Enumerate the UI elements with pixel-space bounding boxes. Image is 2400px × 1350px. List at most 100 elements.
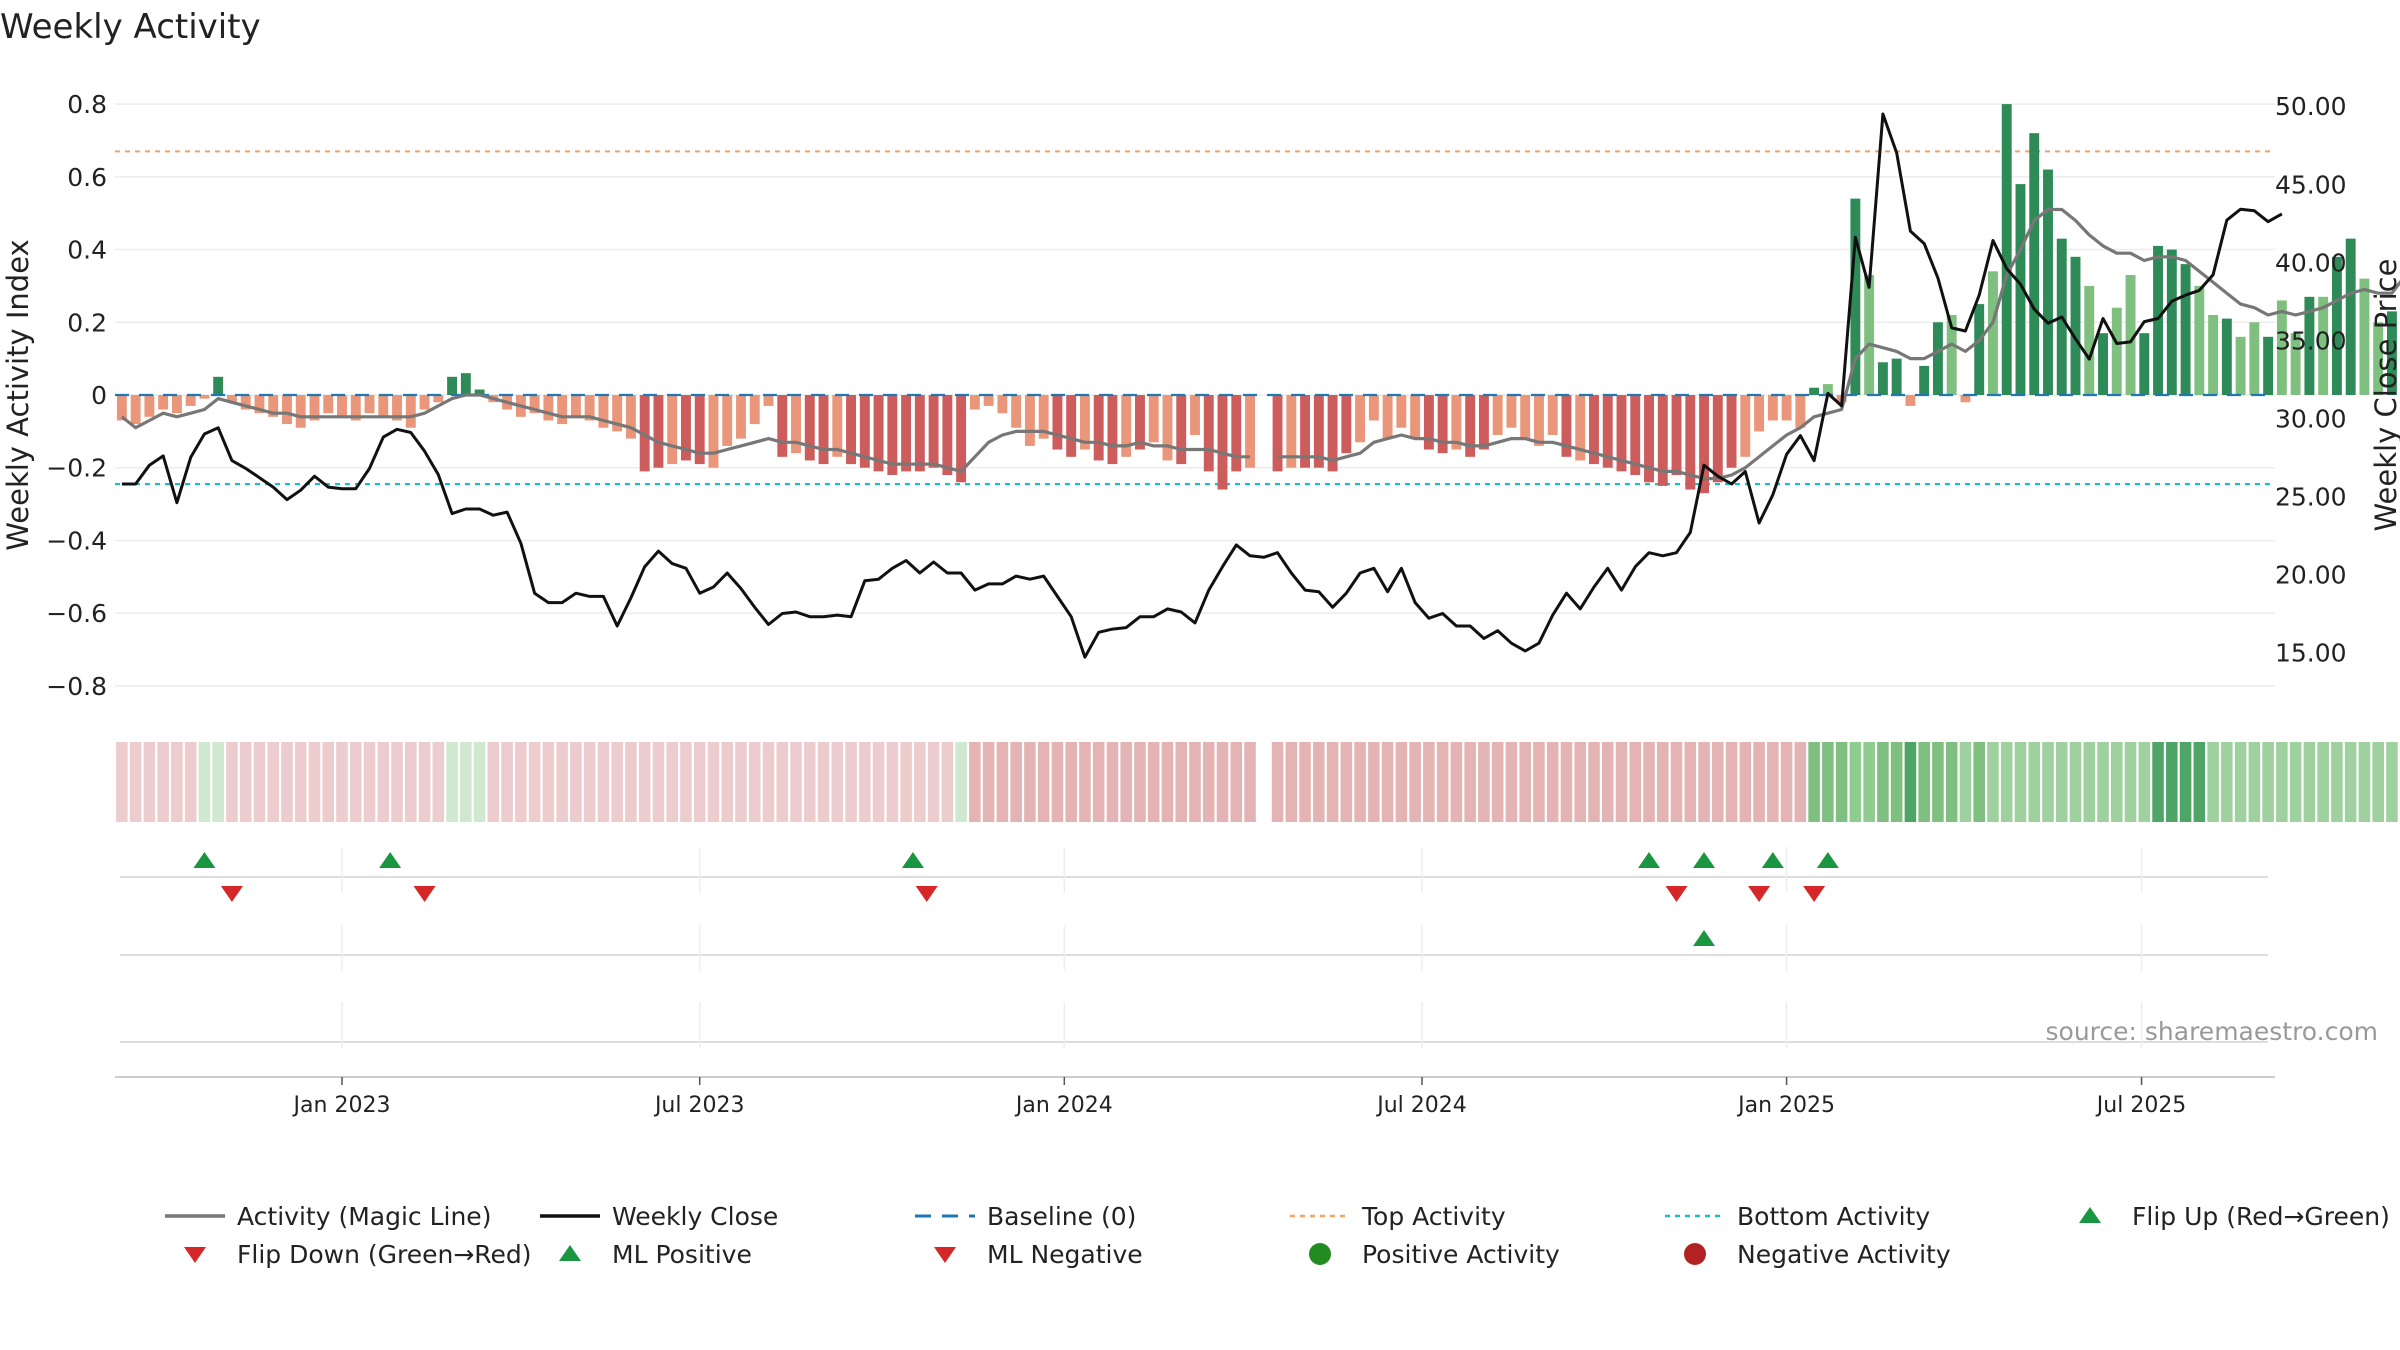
state-cell <box>1230 742 1243 822</box>
state-cell <box>556 742 568 822</box>
state-cell <box>1849 742 1862 822</box>
activity-bar <box>2290 333 2301 395</box>
state-cell <box>1065 742 1077 822</box>
state-cell <box>2000 742 2013 822</box>
activity-bar <box>1891 358 1902 395</box>
activity-bar <box>1245 395 1255 468</box>
state-cell <box>267 742 279 822</box>
state-cell <box>515 742 527 822</box>
activity-bar <box>1864 275 1875 395</box>
state-cell <box>2166 742 2178 822</box>
state-cell <box>2111 742 2123 822</box>
state-cell <box>1932 742 1944 822</box>
activity-bar <box>433 395 444 403</box>
state-cell <box>1491 742 1504 822</box>
activity-bar <box>1657 395 1668 486</box>
activity-bar <box>1107 395 1118 465</box>
state-cell <box>1739 742 1752 822</box>
activity-bar <box>130 395 141 425</box>
state-cell <box>1519 742 1531 822</box>
legend-label: ML Positive <box>612 1240 752 1269</box>
state-cell <box>1092 742 1105 822</box>
state-cell <box>377 742 390 822</box>
activity-bar <box>818 395 829 465</box>
state-cell <box>845 742 857 822</box>
activity-bar <box>1176 395 1187 465</box>
state-cell <box>2069 742 2082 822</box>
legend-swatch <box>2079 1207 2101 1223</box>
activity-bar <box>1024 395 1035 446</box>
activity-bar <box>1396 395 1407 428</box>
activity-bar <box>1547 395 1558 435</box>
activity-bar <box>254 395 265 414</box>
right-tick-label: 45.00 <box>2275 170 2347 199</box>
activity-bar <box>1630 395 1641 475</box>
activity-bar <box>1877 362 1888 395</box>
state-cell <box>1533 742 1545 822</box>
activity-bar <box>364 395 375 414</box>
activity-bar <box>1341 395 1352 454</box>
state-cell <box>432 742 445 822</box>
activity-bar <box>1355 395 1366 443</box>
activity-bar <box>1767 395 1778 421</box>
activity-bar <box>1602 395 1613 468</box>
state-cell <box>900 742 912 822</box>
state-cell <box>1877 742 1889 822</box>
state-cell <box>446 742 458 822</box>
chart-title: Weekly Activity <box>0 7 261 47</box>
flip-down-marker <box>1665 886 1688 902</box>
state-cell <box>1835 742 1848 822</box>
state-cell <box>1904 742 1917 822</box>
activity-bar <box>2304 296 2315 395</box>
activity-bar <box>460 373 471 395</box>
state-cell <box>1134 742 1146 822</box>
state-cell <box>1147 742 1160 822</box>
flip-up-marker <box>1638 852 1661 868</box>
state-cell <box>2248 742 2261 822</box>
activity-bar <box>309 395 320 421</box>
state-cell <box>872 742 885 822</box>
state-cell <box>2386 742 2398 822</box>
flip-up-marker <box>1693 852 1716 868</box>
activity-bar <box>1946 315 1957 395</box>
activity-bar <box>405 395 416 428</box>
activity-bar <box>1809 387 1820 395</box>
event-markers <box>120 852 2268 1043</box>
activity-bar <box>1190 395 1200 435</box>
state-cell <box>1409 742 1421 822</box>
activity-bar <box>282 395 292 425</box>
activity-bar <box>2359 278 2370 395</box>
x-axis: Jan 2023 Jul 2023 Jan 2024 Jul 2024 Jan 2025… <box>115 847 2275 1118</box>
activity-bar <box>1685 395 1696 490</box>
state-cell <box>859 742 871 822</box>
activity-bar <box>2373 322 2384 395</box>
flip-down-marker <box>413 886 436 902</box>
legend-label: Weekly Close <box>612 1202 778 1231</box>
state-cell <box>1588 742 1600 822</box>
state-cell <box>418 742 431 822</box>
state-cell <box>2344 742 2357 822</box>
activity-bar <box>378 395 389 417</box>
state-cell <box>239 742 252 822</box>
state-cell <box>2124 742 2137 822</box>
activity-bar <box>2001 104 2012 395</box>
activity-bar <box>1135 395 1145 450</box>
state-cell <box>1712 742 1724 822</box>
state-cell <box>129 742 142 822</box>
activity-bar <box>722 395 733 446</box>
state-cell <box>1368 742 1380 822</box>
state-cell <box>721 742 734 822</box>
state-cell <box>1464 742 1476 822</box>
activity-bar <box>268 395 279 417</box>
activity-bar <box>2125 275 2136 395</box>
activity-bar <box>199 395 210 399</box>
activity-bar <box>1822 384 1833 395</box>
activity-bar <box>1905 395 1916 406</box>
left-tick-label: −0.6 <box>46 599 107 628</box>
state-cell <box>171 742 183 822</box>
activity-bar <box>2166 249 2177 395</box>
activity-bar <box>2345 238 2356 395</box>
legend-label: ML Negative <box>987 1240 1143 1269</box>
activity-bar <box>887 395 898 475</box>
